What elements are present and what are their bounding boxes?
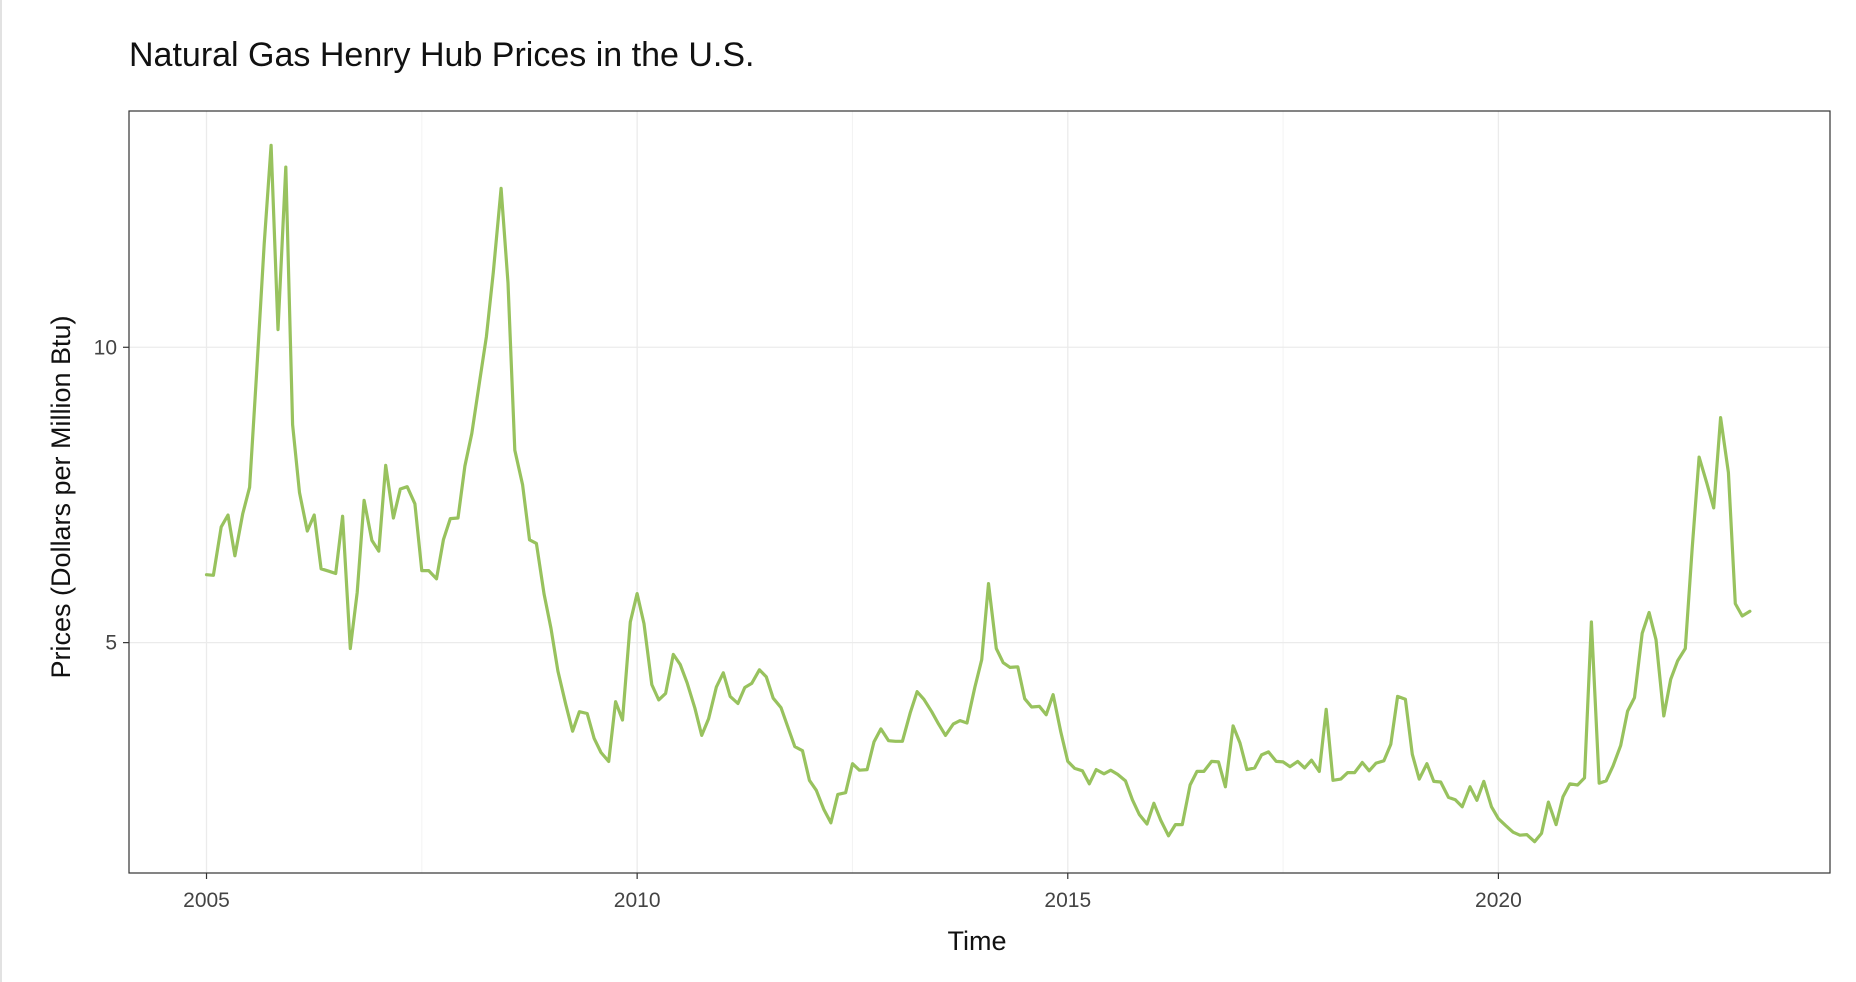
x-tick-label: 2015 [1044, 889, 1091, 912]
y-tick-label: 5 [105, 632, 117, 655]
plot-border [128, 110, 1831, 874]
y-tick-label: 10 [94, 336, 117, 359]
series-group [204, 143, 1752, 844]
x-tick-label: 2020 [1475, 889, 1522, 912]
y-axis-ticks: 5 10 [94, 336, 129, 655]
grid-lines [129, 111, 1830, 873]
x-axis-label: Time [948, 926, 1007, 956]
x-tick-label: 2010 [614, 889, 661, 912]
price-series-line [204, 143, 1752, 844]
x-axis-ticks: 2005 2010 2015 2020 [183, 873, 1522, 912]
left-border [0, 0, 2, 982]
chart-title: Natural Gas Henry Hub Prices in the U.S. [129, 36, 754, 74]
x-tick-label: 2005 [183, 889, 230, 912]
y-axis-label: Prices (Dollars per Million Btu) [46, 315, 76, 678]
